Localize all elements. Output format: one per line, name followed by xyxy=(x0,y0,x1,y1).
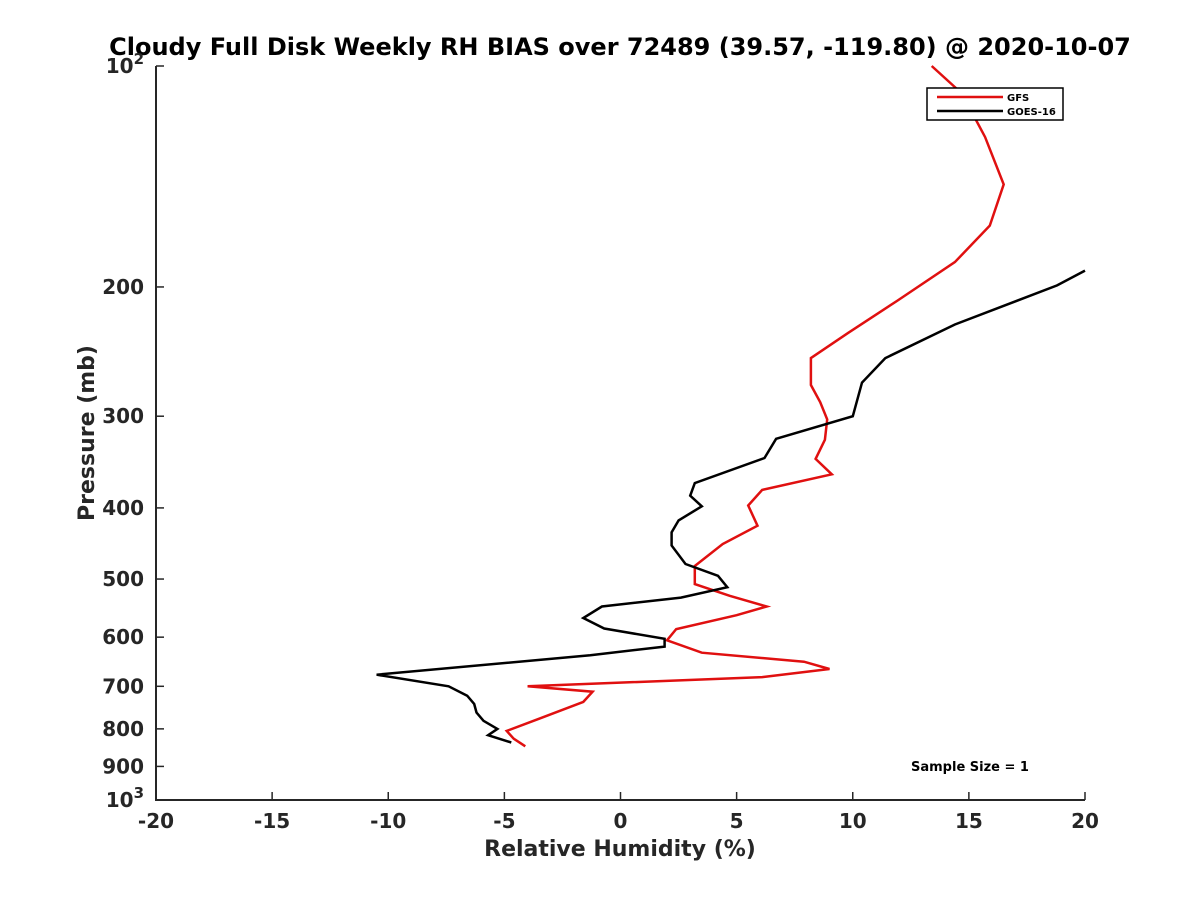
x-tick-label: 0 xyxy=(614,809,628,833)
y-axis-label: Pressure (mb) xyxy=(75,345,100,521)
x-tick-label: -5 xyxy=(493,809,515,833)
y-tick-base: 10 xyxy=(106,54,134,78)
x-tick-label: -15 xyxy=(254,809,290,833)
y-tick-label: 500 xyxy=(102,567,144,591)
y-tick-label: 700 xyxy=(102,674,144,698)
y-tick-exponent: 2 xyxy=(134,50,144,68)
y-tick-label: 600 xyxy=(102,625,144,649)
y-tick-label: 800 xyxy=(102,717,144,741)
chart-title: Cloudy Full Disk Weekly RH BIAS over 724… xyxy=(109,33,1131,61)
y-tick-label: 200 xyxy=(102,275,144,299)
x-tick-label: -10 xyxy=(370,809,406,833)
x-axis-ticks: -20 -15 -10 -5 0 5 10 15 20 xyxy=(138,792,1099,833)
plot-lines xyxy=(376,65,1086,748)
series-line-goes16 xyxy=(376,269,1086,744)
x-tick-label: 15 xyxy=(955,809,983,833)
y-tick-exponent: 3 xyxy=(134,784,144,802)
legend: GFS GOES-16 xyxy=(926,87,1064,121)
series-line-gfs xyxy=(504,65,1006,748)
x-tick-label: 20 xyxy=(1071,809,1099,833)
legend-label-gfs: GFS xyxy=(1007,93,1029,104)
x-tick-label: 5 xyxy=(730,809,744,833)
legend-box xyxy=(926,87,1064,121)
x-tick-label: -20 xyxy=(138,809,174,833)
y-tick-label: 300 xyxy=(102,404,144,428)
x-tick-label: 10 xyxy=(839,809,867,833)
legend-label-goes16: GOES-16 xyxy=(1007,107,1056,118)
y-tick-label: 102 xyxy=(106,50,144,78)
y-tick-label: 103 xyxy=(106,784,144,812)
y-tick-label: 400 xyxy=(102,496,144,520)
sample-size-annotation: Sample Size = 1 xyxy=(911,760,1029,775)
x-axis-label: Relative Humidity (%) xyxy=(484,837,756,862)
y-tick-label: 900 xyxy=(102,754,144,778)
y-tick-base: 10 xyxy=(106,788,134,812)
